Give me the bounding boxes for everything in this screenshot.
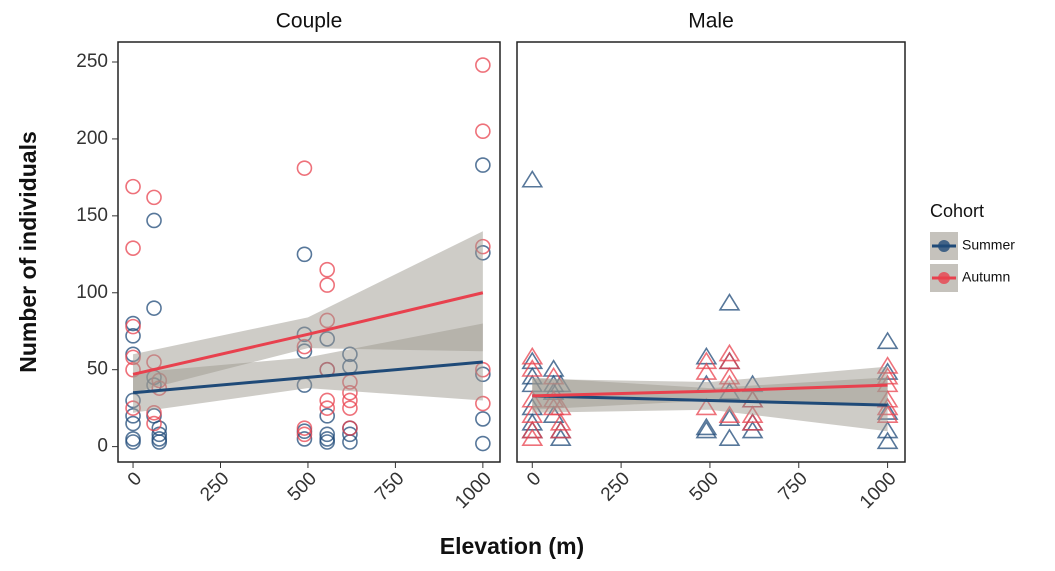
y-tick-label: 200 (76, 128, 108, 149)
point (521, 359, 544, 377)
point (695, 420, 718, 439)
point (475, 435, 491, 452)
point (475, 57, 491, 73)
y-axis-label: Number of individuals (15, 131, 41, 373)
point (475, 411, 491, 427)
panel-title: Male (688, 10, 734, 33)
point (319, 392, 335, 409)
point (146, 212, 162, 229)
x-tick-label: 0 (523, 468, 545, 490)
fit-line (132, 291, 484, 376)
legend-marker (938, 240, 950, 252)
legend-marker (938, 272, 950, 284)
point (876, 331, 899, 350)
point (521, 169, 544, 188)
point (125, 434, 141, 450)
x-tick-label: 750 (371, 468, 408, 505)
point (342, 426, 358, 443)
confidence-band (133, 231, 483, 393)
point (125, 328, 141, 344)
point (146, 300, 162, 316)
point (342, 420, 358, 436)
point (296, 420, 313, 436)
point (695, 362, 718, 380)
y-tick-label: 250 (76, 51, 108, 72)
point (718, 428, 741, 447)
point (521, 420, 544, 439)
fit-line (532, 394, 888, 407)
point (549, 413, 572, 431)
point (319, 426, 335, 443)
y-tick-label: 50 (87, 359, 108, 380)
point (296, 246, 313, 263)
y-tick-label: 100 (76, 282, 108, 303)
point (695, 417, 718, 436)
fit-line (132, 360, 483, 395)
point (319, 434, 335, 450)
legend-label: Summer (962, 237, 1015, 253)
point (549, 420, 572, 439)
point (125, 415, 141, 432)
fit-line (532, 383, 888, 398)
panel-title: Couple (276, 10, 343, 33)
point (695, 351, 718, 370)
point (718, 343, 741, 362)
point (876, 356, 899, 374)
point (146, 415, 162, 432)
legend-title: Cohort (930, 201, 984, 221)
x-tick-label: 250 (597, 468, 634, 505)
legend-label: Autumn (962, 269, 1010, 285)
point (718, 408, 741, 427)
point (876, 431, 899, 450)
x-tick-label: 750 (775, 468, 812, 505)
point (342, 400, 358, 416)
point (319, 277, 335, 293)
point (521, 428, 544, 447)
x-tick-label: 0 (124, 468, 146, 490)
point (296, 426, 313, 443)
y-tick-label: 150 (76, 205, 108, 226)
point (125, 318, 141, 335)
x-tick-label: 500 (686, 468, 723, 505)
point (319, 400, 335, 416)
x-tick-label: 1000 (856, 468, 901, 513)
point (718, 293, 741, 311)
x-tick-label: 500 (284, 468, 321, 505)
point (475, 123, 491, 140)
point (521, 346, 544, 365)
point (319, 408, 335, 424)
point (342, 392, 358, 409)
point (125, 178, 141, 195)
x-tick-label: 1000 (451, 468, 496, 513)
y-tick-label: 0 (97, 436, 108, 457)
point (741, 413, 764, 431)
point (146, 189, 162, 206)
point (319, 261, 335, 278)
point (296, 431, 313, 447)
point (718, 405, 741, 423)
x-tick-label: 250 (196, 468, 233, 505)
point (296, 160, 313, 176)
point (475, 157, 491, 173)
point (125, 240, 141, 256)
x-axis-label: Elevation (m) (440, 533, 584, 559)
point (151, 434, 168, 450)
